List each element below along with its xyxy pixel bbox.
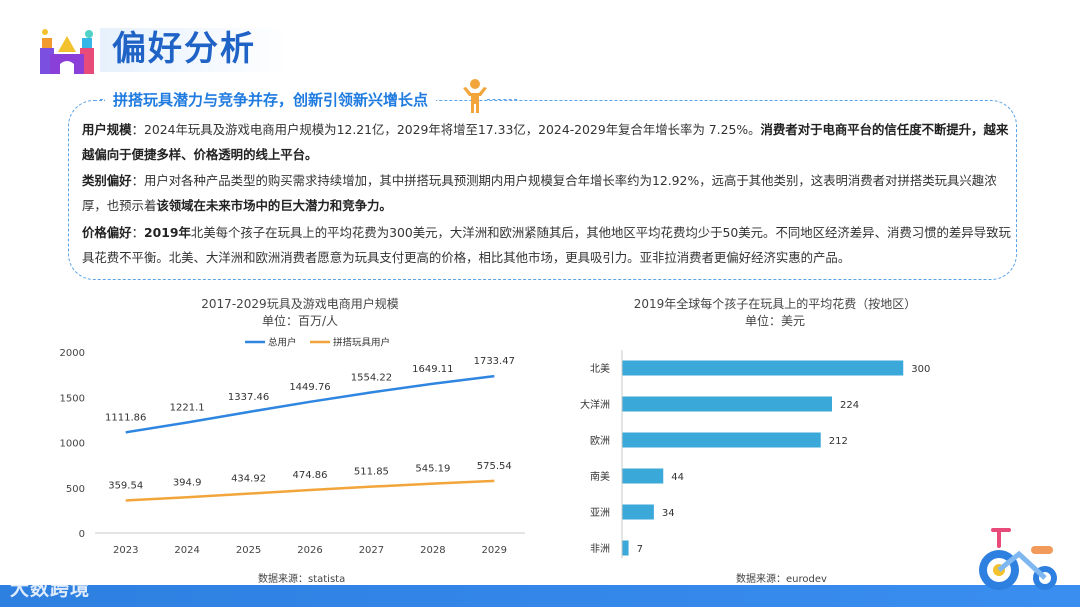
paragraph-bold-text: 消费者对于电商平台的信任度不断提升，越来越偏向于便捷多样、价格透明的线上平台。 bbox=[82, 122, 1009, 162]
series-line bbox=[125, 374, 495, 434]
tricycle-icon bbox=[979, 528, 1057, 590]
category-label: 欧洲 bbox=[590, 435, 610, 447]
bar-value-label: 44 bbox=[671, 472, 684, 483]
bar-chart-title-text: 2019年全球每个孩子在玩具上的平均花费（按地区） bbox=[633, 297, 917, 311]
paragraph-sep: ： bbox=[131, 225, 144, 240]
paragraph-label: 价格偏好 bbox=[82, 225, 132, 240]
data-label: 434.92 bbox=[231, 474, 266, 485]
line-chart-source: 数据来源：statista bbox=[258, 574, 346, 585]
bar-value-label: 224 bbox=[840, 400, 859, 411]
legend-label: 拼搭玩具用户 bbox=[333, 337, 390, 349]
category-label: 北美 bbox=[590, 362, 610, 375]
bar-value-label: 7 bbox=[637, 544, 643, 555]
brand-logo: 大数跨境 bbox=[10, 578, 91, 600]
bar bbox=[622, 468, 664, 484]
data-label: 575.54 bbox=[477, 461, 512, 472]
data-label: 1554.22 bbox=[351, 372, 392, 383]
category-label: 南美 bbox=[590, 470, 610, 483]
bar-value-label: 212 bbox=[829, 436, 848, 447]
data-label: 1449.76 bbox=[289, 382, 330, 393]
paragraph-bold-text: 该领域在未来市场中的巨大潜力和竞争力。 bbox=[156, 198, 392, 213]
summary-heading: 拼搭玩具潜力与竞争并存，创新引领新兴增长点 bbox=[105, 88, 437, 112]
paragraph-label: 用户规模 bbox=[82, 122, 132, 137]
bar-chart-subtitle: 单位：美元 bbox=[744, 314, 805, 328]
series-line bbox=[125, 479, 495, 502]
x-tick-label: 2023 bbox=[113, 545, 138, 556]
bar-chart-title: 2019年全球每个孩子在玩具上的平均花费（按地区） 单位：美元 bbox=[600, 296, 950, 330]
y-tick-label: 1500 bbox=[60, 393, 85, 404]
y-tick-label: 500 bbox=[66, 484, 85, 495]
data-label: 359.54 bbox=[108, 480, 143, 491]
paragraph-text: 2024年玩具及游戏电商用户规模为12.21亿，2029年将增至17.33亿，2… bbox=[143, 122, 761, 137]
y-tick-label: 1000 bbox=[60, 439, 85, 450]
data-label: 1649.11 bbox=[412, 364, 453, 375]
category-label: 亚洲 bbox=[590, 507, 610, 519]
x-tick-label: 2028 bbox=[420, 545, 445, 556]
paragraph-label: 类别偏好 bbox=[82, 173, 132, 188]
category-label: 大洋洲 bbox=[580, 398, 610, 411]
x-tick-label: 2024 bbox=[174, 545, 199, 556]
line-chart: 总用户 拼搭玩具用户 0 500 1000 1500 2000 2023 2024 2025 20… bbox=[60, 337, 525, 556]
data-label: 545.19 bbox=[415, 464, 450, 475]
page-title: 偏好分析 bbox=[112, 29, 256, 69]
line-chart-title: 2017-2029玩具及游戏电商用户规模 单位：百万/人 bbox=[140, 296, 460, 330]
paragraph-price-preference: 价格偏好：2019年北美每个孩子在玩具上的平均花费为300美元，大洋洲和欧洲紧随… bbox=[82, 220, 1012, 270]
line-chart-subtitle: 单位：百万/人 bbox=[261, 314, 339, 328]
paragraph-text: 北美每个孩子在玩具上的平均花费为300美元，大洋洲和欧洲紧随其后，其他地区平均花… bbox=[82, 225, 1011, 265]
data-label: 1733.47 bbox=[474, 356, 515, 367]
line-chart-title-text: 2017-2029玩具及游戏电商用户规模 bbox=[201, 297, 399, 311]
legend-label: 总用户 bbox=[268, 337, 297, 349]
paragraph-text: 用户对各种产品类型的购买需求持续增加，其中拼搭玩具预测期内用户规模复合年增长率约… bbox=[82, 173, 997, 213]
y-tick-label: 2000 bbox=[60, 348, 85, 359]
data-label: 1337.46 bbox=[228, 392, 269, 403]
bar bbox=[622, 396, 832, 412]
data-label: 1111.86 bbox=[105, 412, 146, 423]
paragraph-sep: ： bbox=[131, 173, 144, 188]
bar-chart-source: 数据来源：eurodev bbox=[736, 574, 827, 585]
x-tick-label: 2027 bbox=[359, 545, 384, 556]
x-tick-label: 2025 bbox=[236, 545, 261, 556]
bar-value-label: 34 bbox=[662, 508, 675, 519]
x-tick-label: 2026 bbox=[297, 545, 322, 556]
bar-chart: 北美 300 大洋洲 224 欧洲 212 南美 44 亚洲 34 非洲 7 bbox=[580, 350, 930, 558]
x-tick-label: 2029 bbox=[482, 545, 507, 556]
paragraph-category-preference: 类别偏好：用户对各种产品类型的购买需求持续增加，其中拼搭玩具预测期内用户规模复合… bbox=[82, 168, 1012, 218]
heading-dash-right bbox=[487, 99, 517, 100]
bar-value-label: 300 bbox=[911, 364, 930, 375]
footer-bar bbox=[0, 585, 1080, 607]
bar bbox=[622, 540, 629, 556]
paragraph-sep: ： bbox=[131, 122, 144, 137]
bar bbox=[622, 432, 821, 448]
title-band bbox=[100, 28, 290, 72]
category-label: 非洲 bbox=[590, 543, 610, 555]
toy-blocks-logo-icon bbox=[40, 29, 94, 74]
summary-box bbox=[68, 100, 1017, 280]
bar bbox=[622, 360, 904, 376]
data-label: 474.86 bbox=[293, 470, 328, 481]
data-label: 511.85 bbox=[354, 467, 389, 478]
data-label: 394.9 bbox=[173, 477, 202, 488]
y-tick-label: 0 bbox=[79, 529, 85, 540]
paragraph-bold-lead: 2019年 bbox=[143, 225, 191, 240]
data-label: 1221.1 bbox=[170, 402, 205, 413]
person-icon bbox=[463, 79, 487, 113]
paragraph-user-scale: 用户规模：2024年玩具及游戏电商用户规模为12.21亿，2029年将增至17.… bbox=[82, 117, 1012, 167]
bar bbox=[622, 504, 654, 520]
